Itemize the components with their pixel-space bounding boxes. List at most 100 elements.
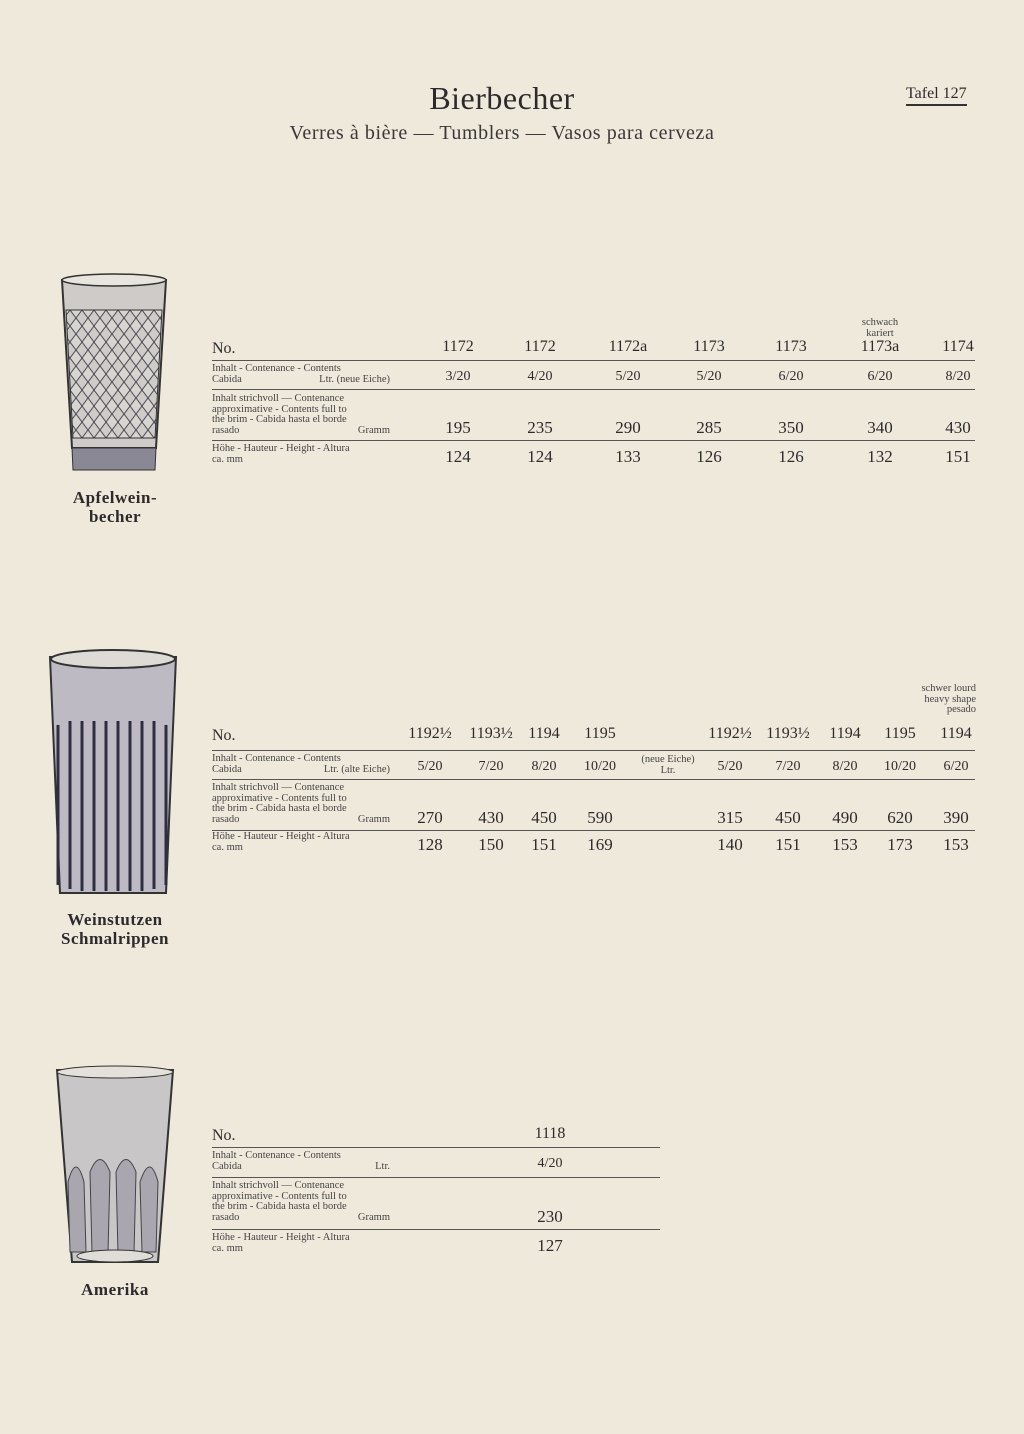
column-number: 1174	[942, 338, 974, 355]
label-line: approximative - Contents full to	[212, 1190, 347, 1202]
table-divider	[212, 360, 975, 361]
label-part: Cabida	[212, 763, 242, 775]
brim-grams-value: 315	[717, 808, 743, 827]
ribbed-tumbler-illustration	[48, 649, 178, 894]
brim-grams-value: 450	[775, 808, 801, 827]
column-number: 1173a	[860, 338, 900, 355]
label-part: Ltr.	[375, 1160, 390, 1172]
row-label-height: Höhe - Hauteur - Height - Altura ca. mm	[212, 1232, 390, 1254]
row-label-contents: Inhalt - Contenance - Contents Cabida Ltr.…	[212, 753, 390, 775]
contents-value: 4/20	[527, 369, 553, 384]
caption-line: becher	[88, 507, 142, 526]
label-line: Inhalt - Contenance - Contents	[212, 363, 341, 374]
brim-grams-value: 620	[887, 808, 913, 827]
label-line: approximative - Contents full to	[212, 403, 347, 415]
brim-grams-value: 390	[943, 808, 969, 827]
caption-line: Schmalrippen	[60, 929, 170, 948]
row-label-contents: Inhalt - Contenance - Contents Cabida Ltr.…	[212, 363, 390, 385]
label-part: Cabida	[212, 1160, 242, 1172]
table-divider	[212, 779, 975, 780]
caption-line: Amerika	[81, 1280, 149, 1299]
contents-value: 7/20	[478, 759, 504, 774]
label-line: the brim - Cabida hasta el borde	[212, 414, 347, 425]
height-mm-value: 124	[445, 447, 471, 466]
label-line: ca. mm	[212, 841, 243, 853]
plate-number: Tafel 127	[906, 85, 967, 106]
row-label-brim: Inhalt strichvoll — Contenance approximat…	[212, 782, 390, 825]
height-mm-value: 128	[417, 835, 443, 854]
label-line: Höhe - Hauteur - Height - Altura	[212, 443, 350, 454]
row-label-no: No.	[212, 727, 236, 744]
row-label-height: Höhe - Hauteur - Height - Altura ca. mm	[212, 831, 390, 853]
brim-grams-value: 430	[945, 418, 971, 437]
contents-value: 5/20	[696, 369, 722, 384]
brim-grams-value: 340	[867, 418, 893, 437]
column-number: 1172	[442, 338, 474, 355]
label-line: Höhe - Hauteur - Height - Altura	[212, 1232, 350, 1243]
caption-line: Apfelwein-	[72, 488, 158, 507]
page-title: Bierbecher	[429, 80, 575, 116]
height-mm-value: 153	[943, 835, 969, 854]
neue-eiche-label: (neue Eiche) Ltr.	[641, 754, 695, 776]
column-number: 1173	[775, 338, 807, 355]
height-mm-value: 173	[887, 835, 913, 854]
column-number: 1194	[528, 725, 560, 742]
contents-value: 5/20	[615, 369, 641, 384]
contents-value: 3/20	[445, 369, 471, 384]
brim-grams-value: 195	[445, 418, 471, 437]
column-number: 1192½	[708, 725, 752, 742]
label-line: Inhalt - Contenance - Contents	[212, 753, 341, 764]
label-line: the brim - Cabida hasta el borde	[212, 1201, 347, 1212]
label-part: Ltr. (neue Eiche)	[319, 373, 390, 385]
page-subtitle: Verres à bière — Tumblers — Vasos para c…	[289, 122, 715, 144]
brim-grams-value: 490	[832, 808, 858, 827]
brim-grams-value: 230	[537, 1207, 563, 1226]
label-line: Höhe - Hauteur - Height - Altura	[212, 831, 350, 842]
column-number: 1193½	[469, 725, 513, 742]
table-divider	[212, 440, 975, 441]
label-part: Gramm	[357, 424, 390, 436]
height-mm-value: 126	[778, 447, 804, 466]
row-label-brim: Inhalt strichvoll — Contenance approximat…	[212, 1180, 390, 1223]
label-line: Inhalt strichvoll — Contenance	[212, 782, 345, 793]
height-mm-value: 133	[615, 447, 641, 466]
column-number: 1192½	[408, 725, 452, 742]
table-divider	[212, 389, 975, 390]
label-line: Ltr.	[660, 764, 676, 776]
height-mm-value: 126	[696, 447, 722, 466]
contents-value: 10/20	[884, 759, 916, 774]
caption-amerika: Amerika	[40, 1280, 190, 1299]
height-mm-value: 151	[775, 835, 801, 854]
height-mm-value: 124	[527, 447, 553, 466]
label-line: (neue Eiche)	[641, 754, 695, 765]
label-part: Ltr. (alte Eiche)	[323, 763, 390, 775]
table-divider	[212, 1229, 660, 1230]
column-number: 1172	[524, 338, 556, 355]
column-number: 1172a	[608, 338, 648, 355]
contents-value: 10/20	[584, 759, 616, 774]
row-label-height: Höhe - Hauteur - Height - Altura ca. mm	[212, 443, 390, 465]
brim-grams-value: 590	[587, 808, 613, 827]
label-line: the brim - Cabida hasta el borde	[212, 803, 347, 814]
contents-value: 6/20	[943, 759, 969, 774]
brim-grams-value: 270	[417, 808, 443, 827]
label-part: rasado	[212, 813, 240, 825]
contents-value: 5/20	[417, 759, 443, 774]
label-part: Gramm	[357, 1211, 390, 1223]
table-divider	[212, 830, 975, 831]
contents-value: 8/20	[832, 759, 858, 774]
row-label-no: No.	[212, 340, 236, 357]
caption-apfelweinbecher: Apfelwein-becher	[40, 488, 190, 526]
column-number: 1195	[884, 725, 916, 742]
height-mm-value: 153	[832, 835, 858, 854]
label-line: approximative - Contents full to	[212, 792, 347, 804]
label-line: ca. mm	[212, 1242, 243, 1254]
height-mm-value: 151	[531, 835, 557, 854]
contents-value: 6/20	[778, 369, 804, 384]
table-divider	[212, 750, 975, 751]
brim-grams-value: 235	[527, 418, 553, 437]
row-label-brim: Inhalt strichvoll — Contenance approximat…	[212, 393, 390, 436]
height-mm-value: 151	[945, 447, 971, 466]
height-mm-value: 132	[867, 447, 893, 466]
column-note: schwach kariert	[861, 317, 899, 339]
